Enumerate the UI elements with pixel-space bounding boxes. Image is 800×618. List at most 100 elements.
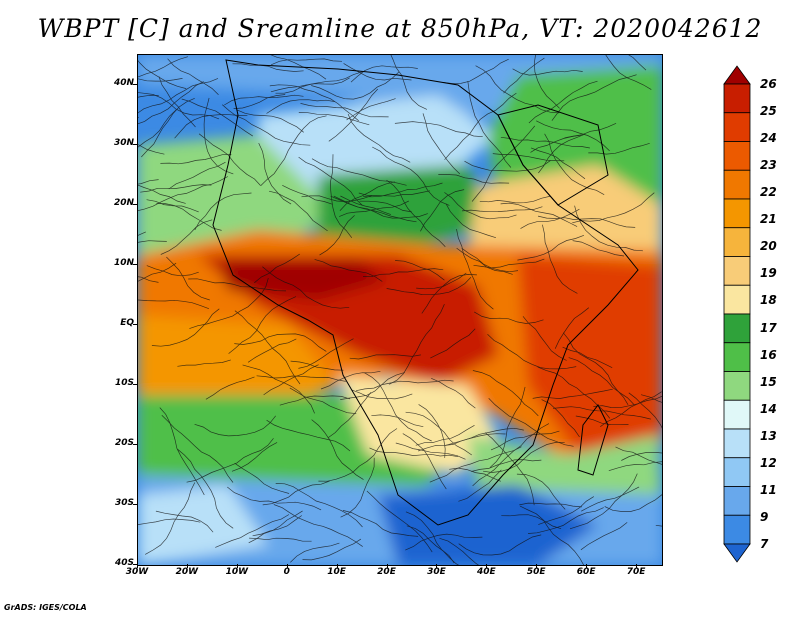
lon-tick-label: 10E	[327, 567, 346, 577]
streamline	[415, 424, 475, 446]
streamline	[420, 189, 465, 232]
streamline	[181, 98, 253, 137]
streamline	[194, 415, 276, 437]
colorbar-swatch	[723, 141, 751, 171]
streamline	[421, 274, 477, 314]
streamline	[541, 399, 580, 438]
lon-tick-mark	[436, 564, 438, 568]
streamline	[350, 65, 418, 83]
streamline	[522, 316, 567, 361]
streamline	[389, 304, 445, 385]
streamline	[474, 311, 544, 324]
streamline	[530, 147, 586, 180]
streamline	[327, 392, 372, 439]
streamline	[490, 430, 560, 451]
colorbar-swatch	[723, 256, 751, 286]
streamline	[189, 278, 269, 329]
streamline	[471, 125, 536, 202]
streamline	[155, 510, 214, 533]
streamline	[444, 192, 517, 220]
streamline	[328, 88, 379, 142]
streamline	[572, 240, 625, 257]
streamline	[416, 272, 467, 290]
colorbar-label: 17	[760, 320, 777, 335]
lon-tick-mark	[186, 564, 188, 568]
streamline	[364, 372, 432, 442]
streamline	[340, 457, 375, 518]
streamline	[168, 161, 226, 190]
streamline	[575, 415, 629, 426]
streamline	[464, 160, 551, 172]
streamline	[431, 377, 476, 409]
streamline	[311, 419, 364, 480]
streamline	[146, 199, 199, 213]
streamline	[234, 333, 327, 352]
streamline	[340, 195, 392, 215]
lat-tick-label: 10N	[113, 258, 134, 268]
streamline	[138, 78, 183, 82]
streamlines	[138, 55, 662, 565]
temperature-field	[138, 55, 662, 565]
colorbar-swatch	[723, 284, 751, 315]
colorbar-label: 7	[760, 537, 769, 551]
colorbar-swatch	[723, 227, 751, 257]
streamline	[301, 195, 373, 202]
streamline	[386, 179, 446, 248]
colorbar-top-arrow	[723, 65, 751, 85]
streamline	[418, 404, 446, 458]
streamline	[516, 473, 566, 510]
streamline	[588, 142, 650, 155]
streamline	[138, 94, 159, 98]
lat-tick-label: 30S	[114, 498, 134, 508]
africa-outline	[212, 59, 639, 526]
lat-tick-mark	[133, 84, 137, 85]
streamline	[290, 542, 340, 563]
streamline	[461, 206, 543, 213]
lat-tick-mark	[133, 264, 137, 265]
map-panel	[137, 54, 663, 566]
streamline	[356, 379, 454, 392]
streamline	[232, 63, 304, 72]
streamline	[537, 366, 611, 419]
colorbar-swatch	[723, 514, 751, 545]
streamline	[266, 419, 351, 452]
lat-tick-mark	[133, 144, 137, 145]
streamline	[273, 504, 363, 547]
west-green-zone	[138, 135, 338, 255]
streamline	[266, 99, 336, 114]
streamline	[290, 360, 344, 371]
streamline	[347, 113, 411, 163]
streamline	[405, 533, 483, 551]
colorbar-swatch	[723, 112, 751, 142]
streamline	[298, 112, 370, 126]
streamline	[479, 195, 551, 204]
streamline	[311, 158, 407, 186]
colorbar-swatch	[723, 198, 751, 229]
streamline	[390, 55, 428, 110]
streamline	[537, 215, 636, 228]
streamline	[472, 423, 550, 487]
streamline	[536, 120, 610, 152]
lat-tick-label: 10S	[114, 378, 134, 388]
streamline	[581, 486, 640, 512]
streamline	[145, 482, 196, 555]
streamline	[138, 179, 159, 185]
streamline	[438, 174, 510, 184]
streamline	[188, 278, 287, 292]
streamline	[138, 92, 220, 120]
streamline	[363, 182, 443, 198]
streamline	[258, 142, 292, 205]
streamline	[342, 510, 419, 537]
lat-tick-mark	[133, 204, 137, 205]
colorbar-swatch	[723, 313, 751, 344]
streamline	[311, 71, 400, 100]
streamline	[406, 525, 460, 565]
lon-tick-label: 20W	[175, 567, 199, 577]
lat-tick-label: EQ	[120, 318, 134, 328]
streamline	[487, 334, 577, 370]
streamline	[275, 71, 363, 94]
madagascar-outline	[577, 404, 609, 476]
streamline	[519, 502, 582, 508]
streamline	[174, 114, 248, 139]
streamline	[456, 229, 494, 310]
